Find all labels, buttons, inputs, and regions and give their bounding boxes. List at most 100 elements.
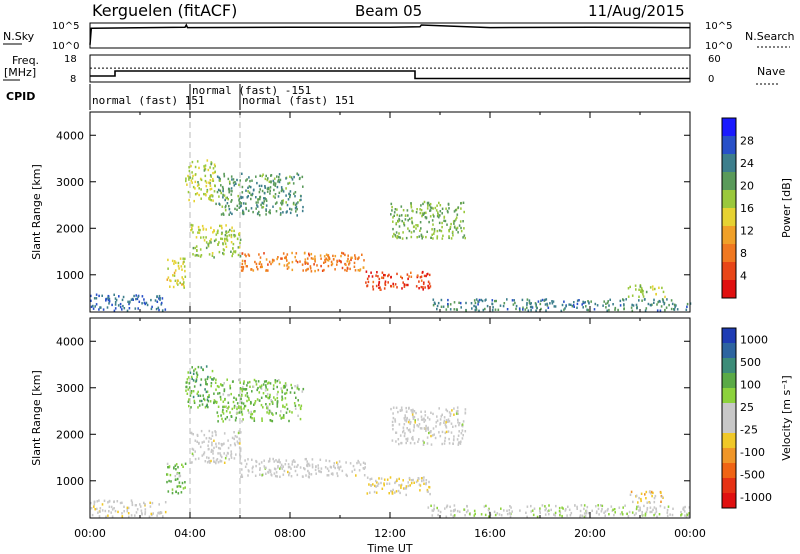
data-cell	[174, 478, 177, 481]
data-cell	[444, 507, 446, 510]
data-cell	[373, 490, 376, 494]
data-cell	[296, 260, 299, 264]
data-cell	[443, 215, 446, 219]
data-cell	[567, 505, 569, 508]
data-cell	[192, 379, 195, 382]
data-cell	[245, 206, 247, 210]
data-cell	[353, 265, 356, 268]
data-cell	[263, 200, 265, 203]
data-cell	[297, 463, 299, 467]
data-cell	[212, 167, 215, 170]
data-cell	[390, 489, 392, 493]
data-cell	[215, 461, 217, 465]
data-cell	[408, 229, 411, 233]
data-cell	[188, 176, 190, 179]
data-cell	[429, 492, 431, 496]
data-cell	[390, 276, 392, 279]
data-cell	[437, 513, 439, 517]
data-cell	[668, 303, 670, 307]
data-cell	[285, 384, 288, 387]
data-cell	[383, 287, 386, 290]
data-cell	[90, 507, 93, 510]
data-cell	[190, 229, 192, 232]
data-cell	[119, 302, 122, 306]
data-cell	[420, 415, 423, 418]
data-cell	[307, 267, 309, 271]
data-cell	[191, 224, 194, 227]
data-cell	[258, 391, 261, 394]
nave-label: Nave	[757, 65, 785, 78]
data-cell	[640, 288, 642, 292]
colorbar-tick-label: -500	[740, 468, 765, 481]
data-cell	[263, 465, 266, 468]
data-cell	[302, 387, 305, 391]
data-cell	[649, 286, 652, 289]
data-cell	[297, 414, 299, 417]
data-cell	[276, 257, 278, 261]
data-cell	[404, 416, 407, 419]
beam-label: Beam 05	[355, 2, 422, 20]
data-cell	[94, 508, 96, 511]
data-cell	[122, 295, 125, 299]
data-cell	[98, 499, 100, 502]
data-cell	[263, 459, 265, 462]
data-cell	[223, 405, 225, 408]
data-cell	[328, 459, 331, 463]
data-cell	[415, 224, 417, 227]
data-cell	[449, 227, 451, 230]
data-cell	[176, 282, 178, 285]
data-cell	[339, 260, 342, 263]
data-cell	[158, 503, 160, 506]
data-cell	[204, 174, 207, 178]
data-cell	[172, 274, 174, 277]
data-cell	[166, 473, 169, 476]
y-tick-label: 1000	[56, 269, 84, 282]
data-cell	[282, 199, 284, 202]
data-cell	[378, 286, 380, 289]
data-cell	[484, 513, 487, 517]
data-cell	[651, 510, 653, 514]
data-cell	[442, 234, 444, 237]
data-cell	[390, 202, 393, 206]
data-cell	[578, 299, 580, 302]
data-cell	[446, 504, 449, 507]
data-cell	[332, 465, 335, 468]
data-cell	[304, 258, 307, 261]
data-cell	[266, 405, 269, 408]
data-cell	[590, 300, 592, 303]
data-cell	[150, 512, 153, 516]
data-cell	[381, 271, 384, 274]
data-cell	[404, 218, 407, 221]
data-cell	[175, 463, 178, 466]
data-cell	[247, 474, 249, 477]
data-cell	[259, 468, 261, 471]
data-cell	[429, 285, 432, 288]
data-cell	[242, 382, 245, 385]
data-cell	[394, 491, 396, 494]
data-cell	[266, 187, 269, 190]
data-cell	[643, 504, 645, 508]
data-cell	[561, 303, 564, 307]
data-cell	[190, 223, 193, 227]
data-cell	[268, 410, 271, 414]
data-cell	[236, 208, 238, 211]
data-cell	[474, 512, 476, 516]
data-cell	[428, 418, 431, 421]
data-cell	[409, 441, 412, 445]
data-cell	[420, 234, 423, 238]
data-cell	[209, 376, 212, 379]
data-cell	[357, 257, 359, 261]
data-cell	[500, 514, 503, 517]
data-cell	[495, 299, 497, 303]
data-cell	[103, 499, 106, 502]
data-cell	[244, 253, 246, 256]
data-cell	[260, 387, 263, 390]
data-cell	[178, 472, 181, 475]
data-cell	[660, 500, 662, 503]
data-cell	[508, 509, 511, 512]
data-cell	[334, 466, 336, 470]
data-cell	[191, 452, 194, 455]
data-cell	[281, 395, 283, 398]
data-cell	[203, 397, 205, 400]
data-cell	[654, 512, 657, 515]
